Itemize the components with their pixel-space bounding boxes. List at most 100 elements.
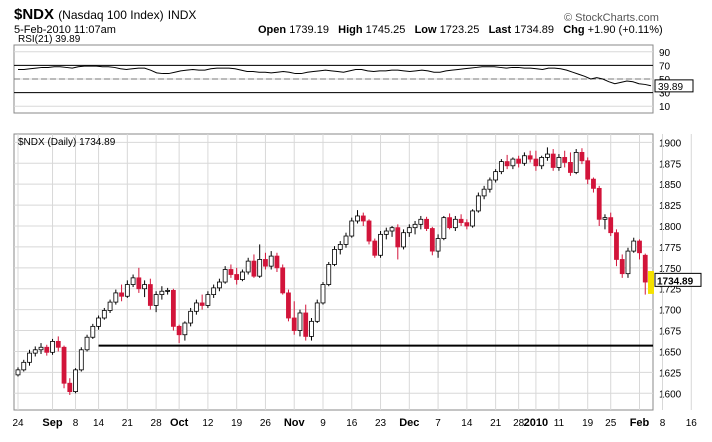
date-tick-label: 14 [93, 418, 105, 429]
rsi-tick-label: 70 [659, 61, 671, 72]
candle-body [337, 243, 343, 250]
date-tick-label: 8 [73, 418, 79, 429]
candle-body [309, 320, 314, 337]
date-tick-label: 24 [12, 418, 24, 429]
rsi-tick-label: 10 [659, 102, 671, 113]
datetime: 5-Feb-2010 11:07am [14, 24, 116, 36]
rsi-tick-label: 30 [659, 89, 671, 100]
candle-body [424, 218, 429, 229]
candle-body [257, 259, 263, 277]
date-tick-label: 11 [554, 418, 565, 429]
candle-body [245, 260, 251, 273]
candle-body [602, 217, 608, 220]
candle-body [326, 264, 332, 285]
open-value: 1739.19 [289, 24, 329, 36]
rsi-tick-label: 90 [659, 48, 671, 59]
candle-body [585, 160, 591, 180]
price-tick-label: 1725 [659, 285, 682, 296]
date-tick-label: 12 [202, 418, 214, 429]
price-tick-label: 1850 [659, 180, 682, 191]
candle-body [545, 153, 550, 158]
ohlc-summary: Open 1739.19 High 1745.25 Low 1723.25 La… [258, 24, 663, 36]
candle-body [533, 158, 539, 167]
candle-body [360, 215, 366, 222]
candle-body [591, 178, 596, 189]
candle-body [211, 287, 217, 295]
candle-body [159, 290, 165, 295]
candle-body [550, 153, 556, 168]
candle-body [631, 240, 637, 252]
candle-body [458, 218, 464, 224]
candle-body [50, 341, 55, 353]
price-tick-label: 1650 [659, 347, 682, 358]
candle-body [199, 302, 205, 306]
candle-body [217, 281, 222, 289]
rsi-value-box [654, 79, 694, 93]
candle-body [366, 220, 372, 242]
date-tick-label: 16 [686, 418, 698, 429]
candle-body [124, 284, 130, 297]
last-value: 1734.89 [514, 24, 555, 36]
date-tick-label: 21 [490, 418, 502, 429]
price-tick-label: 1750 [659, 264, 682, 275]
candle-body [596, 187, 602, 220]
candle-body [642, 254, 648, 283]
price-tick-label: 1800 [659, 222, 682, 233]
candle-body [119, 292, 124, 297]
candle-body [153, 294, 159, 306]
candle-body [475, 195, 481, 212]
candle-body [182, 322, 188, 336]
candle-body [90, 325, 96, 338]
candle-body [291, 317, 297, 331]
date-tick-label: Dec [399, 417, 419, 429]
candle-body [562, 157, 568, 163]
exchange: INDX [167, 8, 197, 22]
candle-body [504, 161, 510, 167]
candle-body [107, 301, 113, 311]
candle-body [493, 171, 499, 181]
price-frame [13, 133, 654, 411]
candle-body [401, 232, 406, 248]
candle-body [222, 269, 228, 283]
price-tick-label: 1700 [659, 306, 682, 317]
candle-body [637, 240, 642, 254]
price-panel: 1600162516501675170017251750177518001825… [12, 133, 702, 429]
candle-body [516, 158, 522, 164]
candle-body [498, 161, 504, 173]
candle-body [447, 217, 452, 229]
price-tick-label: 1600 [659, 389, 682, 400]
date-tick-label: 14 [461, 418, 473, 429]
candle-body [481, 188, 487, 197]
candle-body [487, 179, 493, 190]
candle-body [228, 269, 234, 275]
candle-body [383, 230, 389, 235]
rsi-value-label: 39.89 [658, 82, 683, 93]
price-tick-label: 1625 [659, 368, 682, 379]
candle-body [27, 352, 32, 363]
price-tick-label: 1875 [659, 159, 682, 170]
candle-body [522, 155, 527, 164]
candle-body [205, 294, 211, 306]
price-tick-label: 1775 [659, 243, 682, 254]
candle-body [32, 349, 38, 354]
price-tick-label: 1900 [659, 138, 682, 149]
candle-body [15, 369, 21, 376]
candle-body [619, 259, 625, 275]
date-tick-label: 8 [660, 418, 666, 429]
candle-body [61, 346, 67, 384]
open-label: Open [258, 24, 287, 36]
last-candle-highlight [648, 271, 654, 294]
candle-body [73, 369, 78, 393]
candle-body [343, 235, 349, 245]
last-price-box [654, 272, 702, 287]
candle-body [614, 232, 619, 260]
chg-value: +1.90 (+0.11%) [587, 24, 663, 36]
date-tick-label: 28 [513, 418, 525, 429]
last-price-label: 1734.89 [657, 276, 694, 287]
date-tick-label: Feb [630, 417, 650, 429]
candle-body [38, 346, 44, 351]
candle-body [21, 361, 27, 371]
candle-body [130, 277, 136, 285]
